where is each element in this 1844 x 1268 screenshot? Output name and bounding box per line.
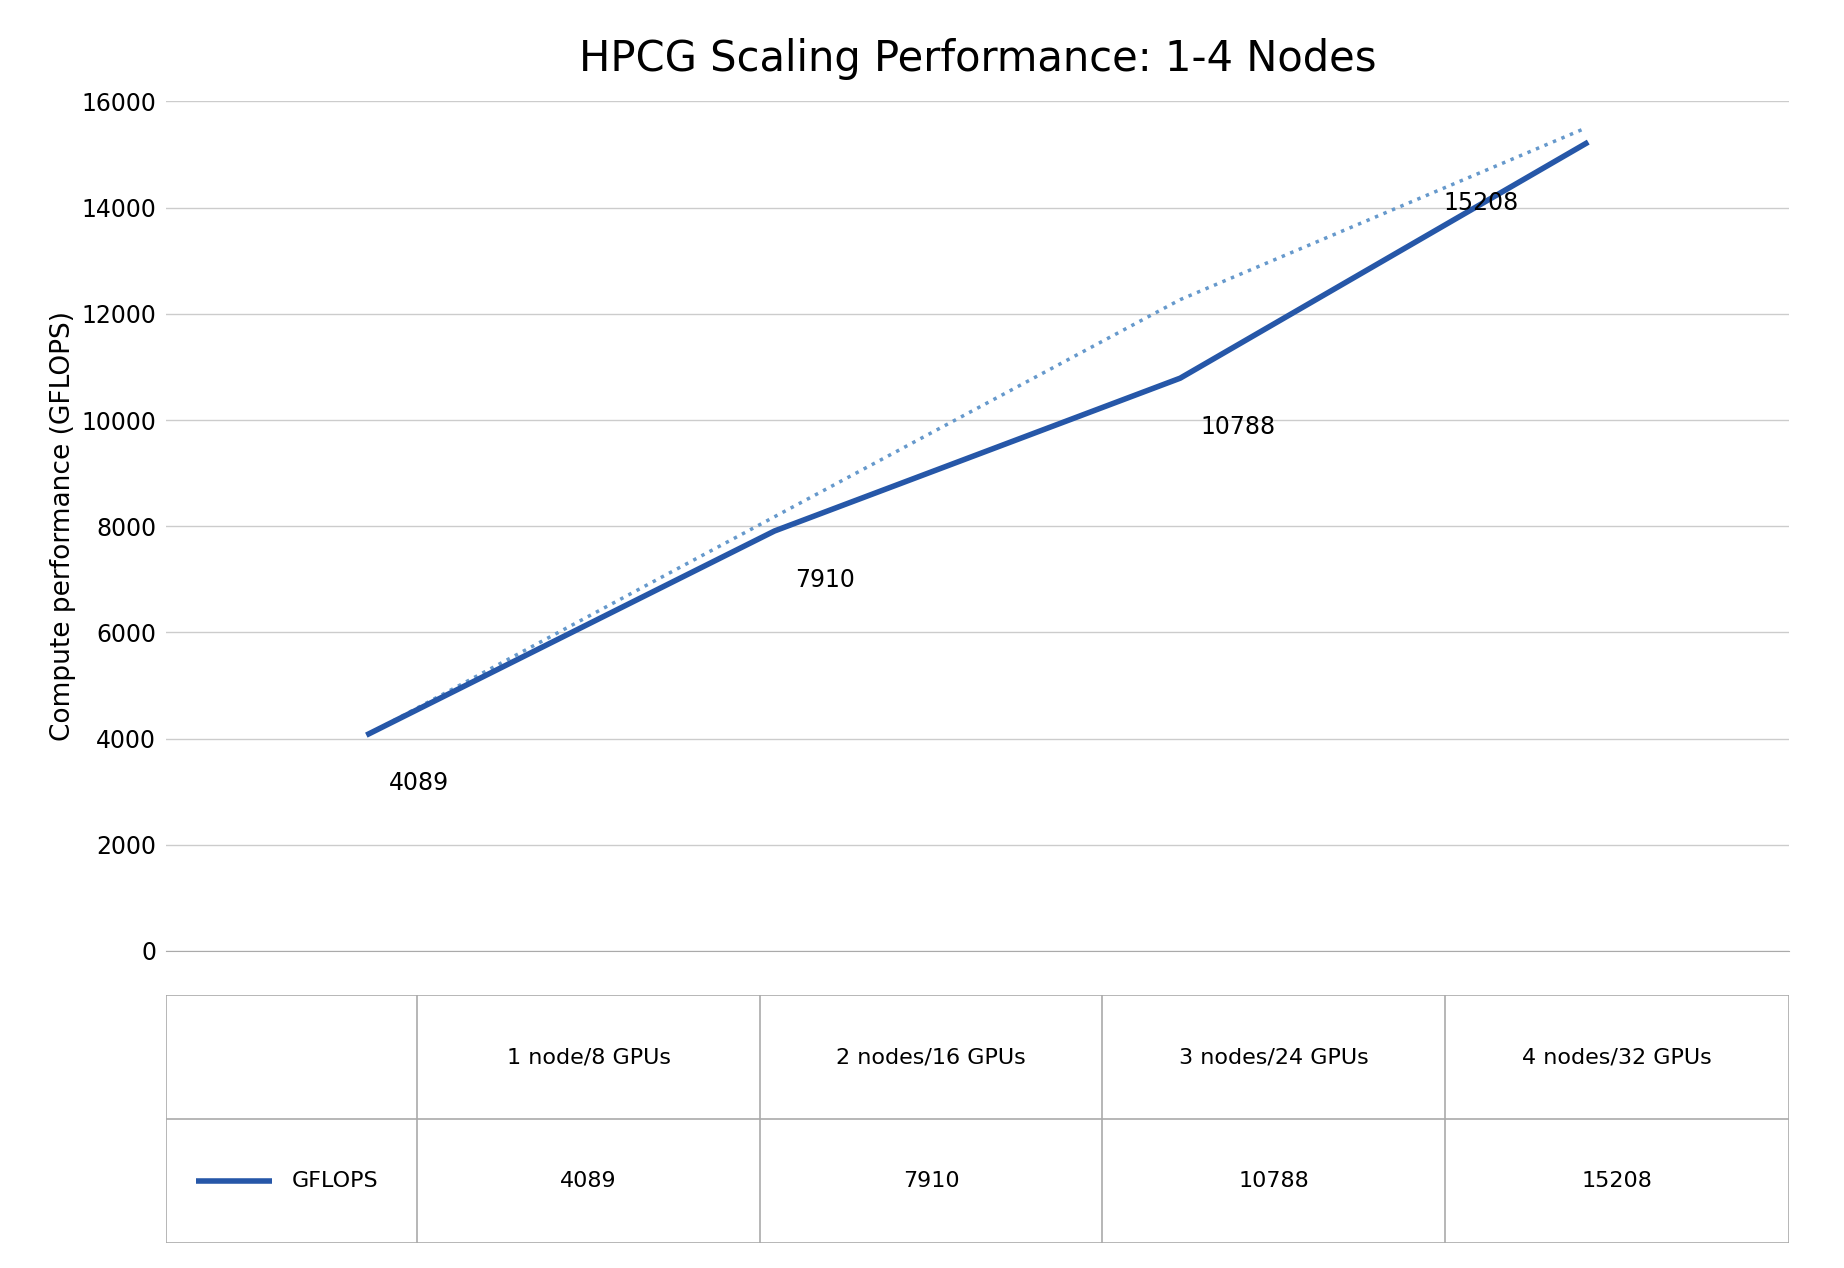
Text: 4 nodes/32 GPUs: 4 nodes/32 GPUs	[1521, 1047, 1711, 1068]
Text: 15208: 15208	[1444, 191, 1519, 216]
Text: 3 nodes/24 GPUs: 3 nodes/24 GPUs	[1178, 1047, 1368, 1068]
Text: 2 nodes/16 GPUs: 2 nodes/16 GPUs	[835, 1047, 1025, 1068]
Y-axis label: Compute performance (GFLOPS): Compute performance (GFLOPS)	[50, 311, 76, 742]
Text: 10788: 10788	[1237, 1170, 1309, 1191]
Text: 4089: 4089	[389, 771, 450, 795]
Title: HPCG Scaling Performance: 1-4 Nodes: HPCG Scaling Performance: 1-4 Nodes	[579, 38, 1376, 80]
Text: 1 node/8 GPUs: 1 node/8 GPUs	[507, 1047, 671, 1068]
Text: 7910: 7910	[904, 1170, 959, 1191]
Text: GFLOPS: GFLOPS	[291, 1170, 378, 1191]
Text: 4089: 4089	[561, 1170, 618, 1191]
Text: 15208: 15208	[1582, 1170, 1652, 1191]
Text: 7910: 7910	[795, 568, 854, 592]
Text: 10788: 10788	[1200, 416, 1276, 439]
